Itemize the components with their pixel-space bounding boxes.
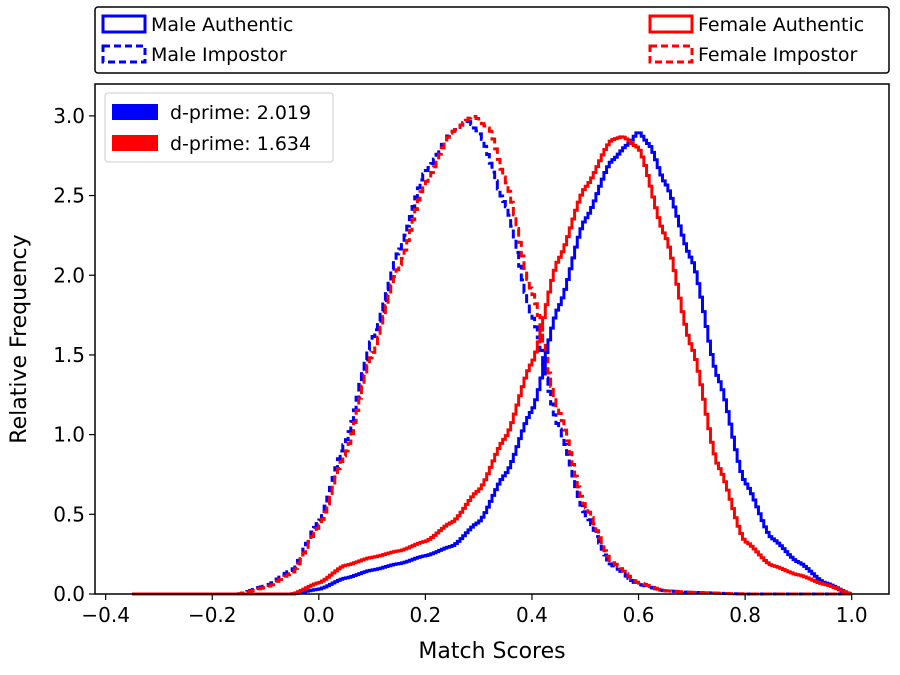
y-tick-label: 1.5 xyxy=(53,343,85,367)
x-tick-label: 0.2 xyxy=(409,603,441,627)
x-tick-label: 0.6 xyxy=(623,603,655,627)
legend-swatch-female-authentic xyxy=(648,14,694,34)
legend-label-female-authentic: Female Authentic xyxy=(698,14,864,36)
y-tick-label: 0.5 xyxy=(53,502,85,526)
top-legend-entry-male-impostor: Male Impostor xyxy=(101,44,287,66)
top-legend-entry-female-impostor: Female Impostor xyxy=(648,44,858,66)
series-layer xyxy=(132,114,852,596)
top-legend-entry-female-authentic: Female Authentic xyxy=(648,14,864,36)
x-tick-label: −0.2 xyxy=(188,603,237,627)
inner-legend-swatch-red xyxy=(112,135,158,151)
legend-label-male-authentic: Male Authentic xyxy=(151,14,293,36)
series-male-authentic xyxy=(132,131,852,596)
legend-swatch-male-authentic xyxy=(101,14,147,34)
top-legend-entry-male-authentic: Male Authentic xyxy=(101,14,293,36)
x-axis-label: Match Scores xyxy=(418,639,565,664)
plot-area xyxy=(95,84,889,594)
y-tick-label: 0.0 xyxy=(53,582,85,606)
plot-frame xyxy=(94,83,890,595)
series-male-impostor xyxy=(132,119,852,596)
y-tick-label: 2.0 xyxy=(53,263,85,287)
y-axis-label: Relative Frequency xyxy=(7,234,32,443)
inner-legend-label-blue: d-prime: 2.019 xyxy=(170,102,311,124)
legend-label-female-impostor: Female Impostor xyxy=(698,44,858,66)
inner-legend-frame xyxy=(104,92,334,163)
legend-swatch-female-impostor xyxy=(648,44,694,64)
y-tick-label: 1.0 xyxy=(53,423,85,447)
x-tick-label: 0.8 xyxy=(729,603,761,627)
x-tick-label: −0.4 xyxy=(81,603,130,627)
x-tick-label: 0.4 xyxy=(516,603,548,627)
y-axis-ticks: 0.0 0.5 1.0 1.5 2.0 2.5 3.0 xyxy=(53,104,95,606)
y-tick-label: 2.5 xyxy=(53,184,85,208)
inner-legend-label-red: d-prime: 1.634 xyxy=(170,133,311,155)
x-axis-ticks: −0.4 −0.2 0.0 0.2 0.4 0.6 0.8 1.0 xyxy=(81,594,868,627)
inner-legend-swatch-blue xyxy=(112,104,158,120)
x-tick-label: 1.0 xyxy=(836,603,868,627)
y-tick-label: 3.0 xyxy=(53,104,85,128)
x-tick-label: 0.0 xyxy=(303,603,335,627)
series-female-impostor xyxy=(132,114,852,596)
top-legend: Male Authentic Male Impostor Female Auth… xyxy=(94,6,890,74)
inner-legend: d-prime: 2.019 d-prime: 1.634 xyxy=(104,92,334,163)
legend-label-male-impostor: Male Impostor xyxy=(151,44,287,66)
series-female-authentic xyxy=(132,135,852,596)
legend-swatch-male-impostor xyxy=(101,44,147,64)
